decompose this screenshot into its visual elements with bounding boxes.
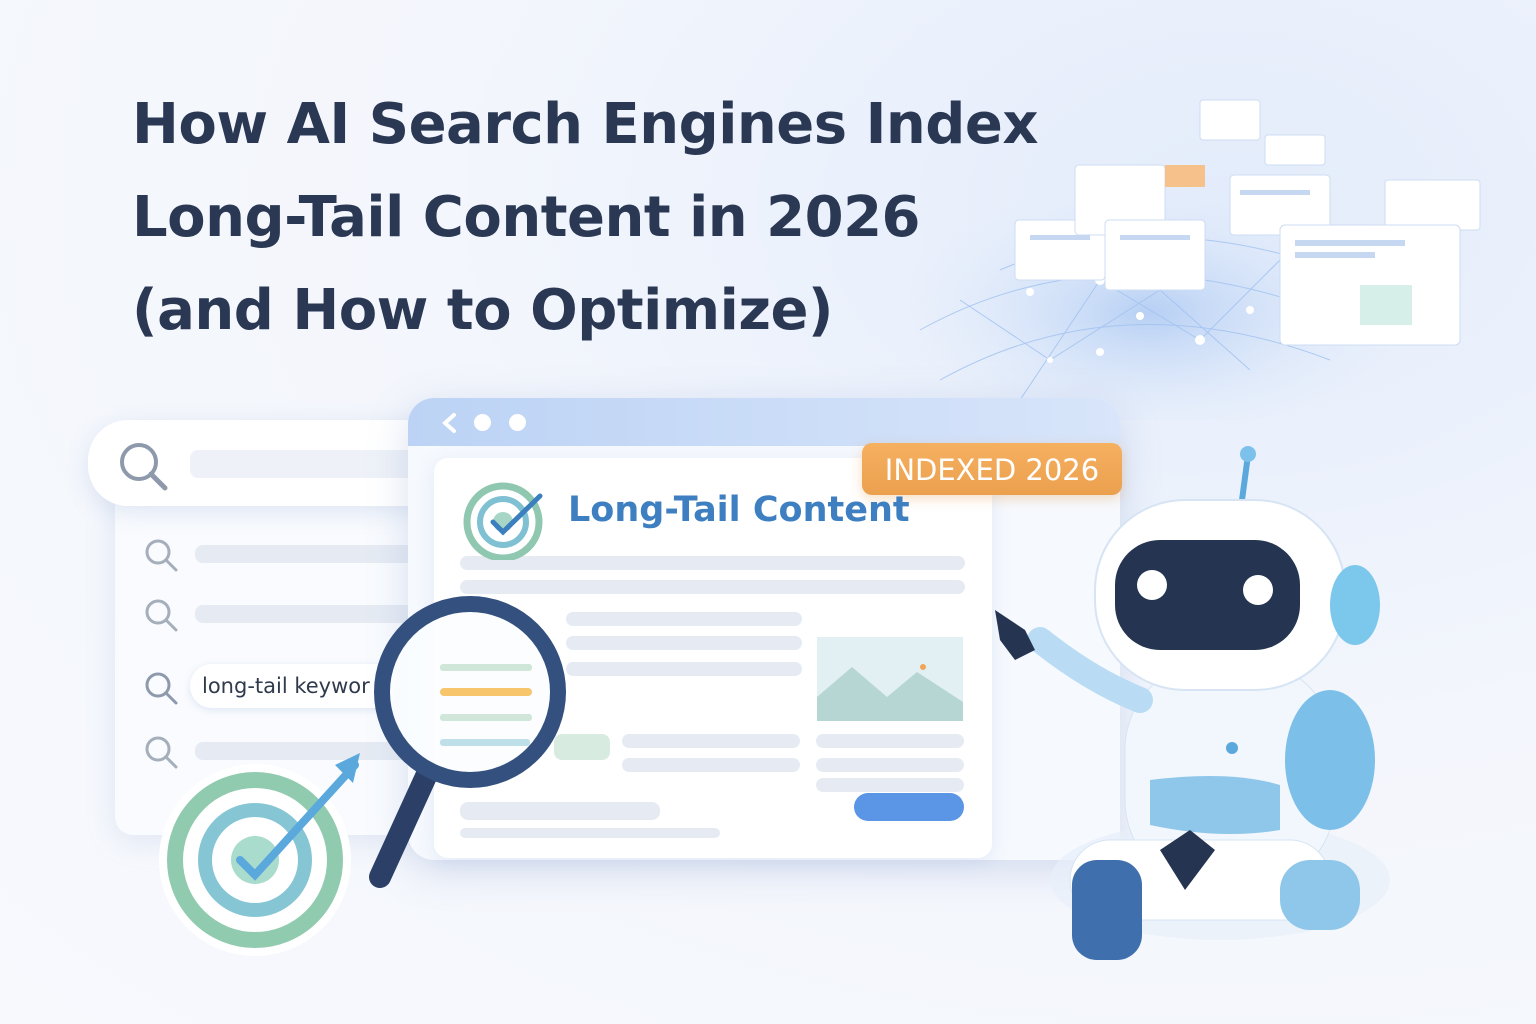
dot-icon — [474, 414, 491, 431]
search-icon — [145, 539, 178, 572]
keyword-input[interactable]: long-tail keywor — [190, 664, 400, 708]
indexed-badge: INDEXED 2026 — [862, 443, 1122, 495]
target-check-icon — [463, 482, 543, 560]
dot-icon — [509, 414, 526, 431]
magnifying-glass-icon — [369, 596, 566, 888]
content-title: Long-Tail Content — [568, 490, 910, 530]
title-line: (and How to Optimize) — [132, 278, 834, 343]
target-arrow-icon — [159, 753, 360, 956]
image-placeholder-icon — [817, 637, 963, 721]
title-line: How AI Search Engines Index — [132, 92, 1039, 157]
search-icon — [145, 599, 178, 632]
network-illustration — [900, 99, 1481, 420]
title-line: Long-Tail Content in 2026 — [132, 185, 921, 250]
search-bar[interactable] — [88, 420, 448, 506]
search-icon — [120, 443, 168, 491]
cta-button[interactable] — [854, 793, 964, 821]
browser-toolbar — [408, 398, 1120, 446]
search-icon — [145, 736, 178, 769]
search-icon — [145, 672, 178, 705]
page-title: How AI Search Engines Index Long-Tail Co… — [132, 78, 1039, 357]
robot-mascot — [995, 446, 1390, 960]
chevron-left-icon[interactable] — [440, 412, 460, 434]
